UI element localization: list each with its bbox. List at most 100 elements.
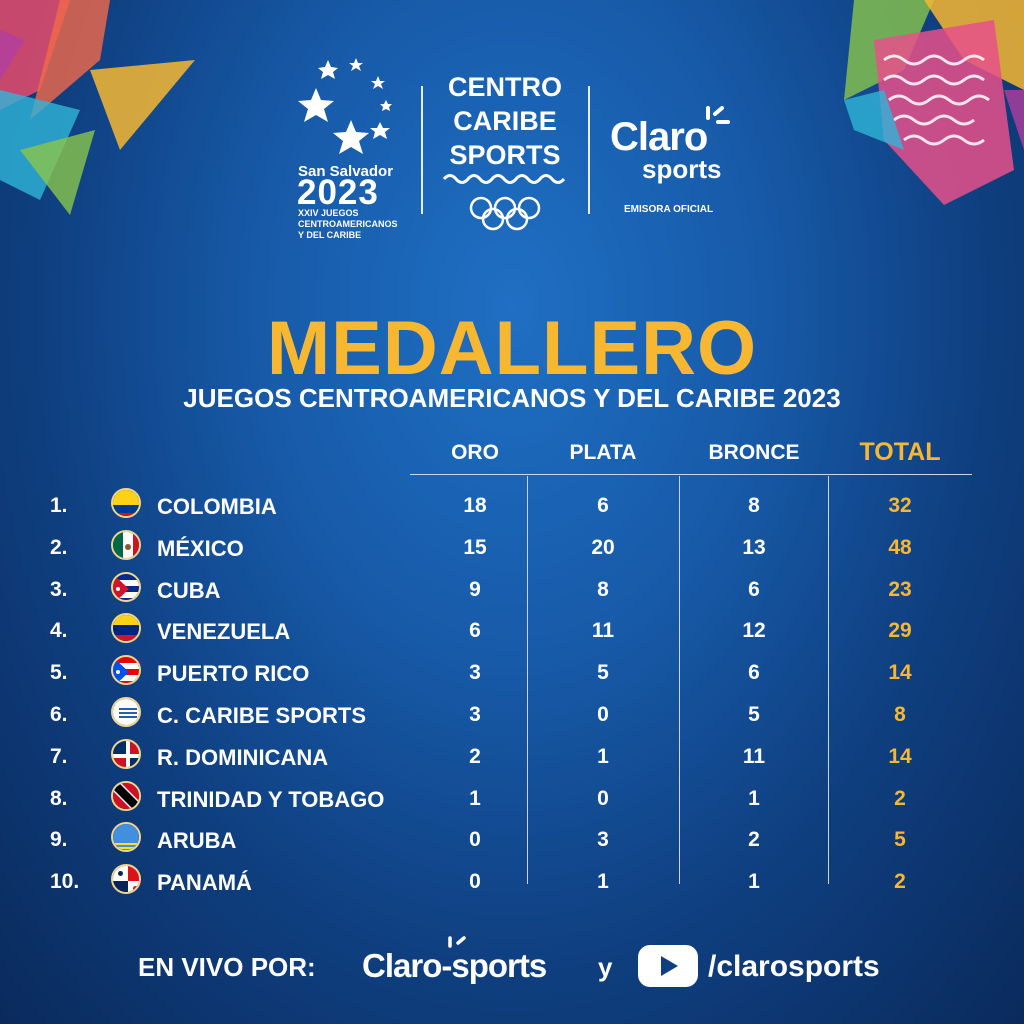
youtube-icon[interactable] bbox=[638, 945, 698, 987]
ccs-line: CARIBE bbox=[453, 106, 557, 136]
youtube-handle[interactable]: /clarosports bbox=[708, 950, 880, 983]
country-name: ARUBA bbox=[157, 828, 237, 854]
venezuela-flag bbox=[111, 613, 141, 644]
event-year: 2023 bbox=[297, 173, 379, 212]
country-name: MÉXICO bbox=[157, 535, 244, 561]
olympic-rings-icon bbox=[469, 196, 541, 231]
table-row: 1. COLOMBIA 18 6 8 32 bbox=[0, 488, 1024, 536]
silver-count: 6 bbox=[597, 494, 609, 517]
country-name: CUBA bbox=[157, 577, 221, 603]
column-header-bronze: BRONCE bbox=[708, 441, 800, 464]
bronze-count: 13 bbox=[742, 535, 766, 559]
bronze-count: 1 bbox=[748, 786, 760, 810]
table-row: 4. VENEZUELA 6 11 12 29 bbox=[0, 613, 1024, 661]
page-title: MEDALLERO bbox=[266, 306, 758, 391]
claro-spark-icon bbox=[448, 936, 466, 948]
total-count: 2 bbox=[894, 870, 906, 894]
rank-label: 8. bbox=[50, 786, 68, 810]
silver-count: 0 bbox=[597, 703, 609, 726]
dominican-republic-flag bbox=[111, 738, 141, 769]
bronze-count: 1 bbox=[748, 870, 760, 894]
silver-count: 1 bbox=[597, 870, 609, 894]
mexico-flag bbox=[111, 529, 141, 560]
table-row: 7. R. DOMINICANA 2 1 11 14 bbox=[0, 738, 1024, 787]
rank-label: 5. bbox=[50, 661, 68, 685]
total-count: 2 bbox=[894, 786, 906, 810]
table-row: 9. ARUBA 0 3 2 5 bbox=[0, 822, 1024, 870]
rank-label: 7. bbox=[50, 744, 68, 768]
trinidad-tobago-flag bbox=[111, 780, 141, 811]
panama-flag bbox=[111, 864, 141, 895]
emisora-oficial-label: EMISORA OFICIAL bbox=[624, 204, 714, 215]
decorative-shapes-top-right bbox=[844, 0, 1024, 205]
gold-count: 1 bbox=[469, 786, 481, 810]
table-row: 5. PUERTO RICO 3 5 6 14 bbox=[0, 655, 1024, 703]
total-count: 32 bbox=[888, 494, 912, 517]
aruba-flag bbox=[111, 822, 141, 853]
footer-claro-text: Claro bbox=[362, 947, 442, 984]
event-sub-line: XXIV JUEGOS bbox=[298, 208, 359, 218]
gold-count: 9 bbox=[469, 577, 481, 601]
total-count: 23 bbox=[888, 577, 912, 601]
header-rule bbox=[410, 474, 972, 475]
rank-label: 9. bbox=[50, 828, 68, 852]
total-count: 8 bbox=[894, 703, 906, 726]
rank-label: 1. bbox=[50, 494, 68, 517]
event-subtitle: XXIV JUEGOS CENTROAMERICANOS Y DEL CARIB… bbox=[298, 208, 418, 241]
decorative-shapes-top-left bbox=[0, 0, 195, 215]
bronze-count: 6 bbox=[748, 577, 760, 601]
logo-divider bbox=[421, 86, 423, 214]
silver-count: 3 bbox=[597, 828, 609, 852]
total-count: 29 bbox=[888, 619, 912, 643]
claro-sports-text: sports bbox=[642, 154, 722, 184]
claro-spark-icon bbox=[706, 106, 730, 124]
column-divider bbox=[828, 476, 829, 884]
gold-count: 0 bbox=[469, 870, 481, 894]
rank-label: 2. bbox=[50, 535, 68, 559]
bronze-count: 5 bbox=[748, 703, 760, 726]
silver-count: 20 bbox=[591, 535, 615, 559]
page-subtitle: JUEGOS CENTROAMERICANOS Y DEL CARIBE 202… bbox=[183, 383, 841, 413]
country-name: C. CARIBE SPORTS bbox=[157, 703, 367, 728]
silver-count: 1 bbox=[597, 744, 609, 768]
table-row: 8. TRINIDAD Y TOBAGO 1 0 1 2 bbox=[0, 780, 1024, 829]
bronze-count: 12 bbox=[742, 619, 766, 643]
bronze-count: 6 bbox=[748, 661, 760, 685]
table-row: 2. MÉXICO 15 20 13 48 bbox=[0, 529, 1024, 578]
rank-label: 4. bbox=[50, 619, 68, 643]
table-row: 6. C. CARIBE SPORTS 3 0 5 8 bbox=[0, 697, 1024, 745]
column-divider bbox=[679, 476, 680, 884]
ccs-line: SPORTS bbox=[449, 140, 561, 170]
footer-sports-text: sports bbox=[451, 947, 547, 984]
event-sub-line: Y DEL CARIBE bbox=[298, 230, 362, 240]
centro-caribe-sports-logo: CENTRO CARIBE SPORTS bbox=[440, 70, 570, 172]
country-name: VENEZUELA bbox=[157, 619, 291, 645]
rank-label: 3. bbox=[50, 577, 68, 601]
gold-count: 3 bbox=[469, 661, 481, 685]
column-header-gold: ORO bbox=[451, 441, 499, 464]
san-salvador-stars-logo bbox=[298, 58, 392, 154]
country-name: R. DOMINICANA bbox=[157, 744, 329, 770]
silver-count: 11 bbox=[591, 619, 615, 643]
column-header-total: TOTAL bbox=[859, 438, 941, 466]
puerto-rico-flag bbox=[111, 655, 141, 686]
gold-count: 15 bbox=[463, 535, 487, 559]
total-count: 14 bbox=[888, 661, 912, 685]
bronze-count: 11 bbox=[742, 744, 766, 768]
total-count: 14 bbox=[888, 744, 912, 768]
bronze-count: 8 bbox=[748, 494, 760, 517]
silver-count: 5 bbox=[597, 661, 609, 685]
country-name: TRINIDAD Y TOBAGO bbox=[157, 786, 385, 812]
column-divider bbox=[527, 476, 528, 884]
footer-and: y bbox=[598, 952, 613, 982]
logo-divider bbox=[588, 86, 590, 214]
country-name: PANAMÁ bbox=[157, 870, 252, 896]
footer-label: EN VIVO POR: bbox=[138, 952, 316, 982]
total-count: 48 bbox=[888, 535, 912, 559]
silver-count: 0 bbox=[597, 786, 609, 810]
gold-count: 6 bbox=[469, 619, 481, 643]
bronze-count: 2 bbox=[748, 828, 760, 852]
country-name: PUERTO RICO bbox=[157, 661, 310, 687]
cuba-flag bbox=[111, 571, 141, 602]
claro-dash: - bbox=[441, 947, 452, 984]
